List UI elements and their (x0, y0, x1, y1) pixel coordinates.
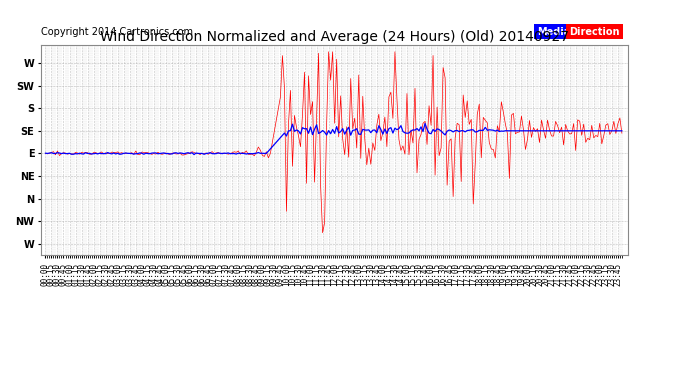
Text: Direction: Direction (569, 27, 620, 37)
Text: Median: Median (537, 27, 578, 37)
Title: Wind Direction Normalized and Average (24 Hours) (Old) 20140927: Wind Direction Normalized and Average (2… (100, 30, 569, 44)
Text: Copyright 2014 Cartronics.com: Copyright 2014 Cartronics.com (41, 27, 193, 37)
